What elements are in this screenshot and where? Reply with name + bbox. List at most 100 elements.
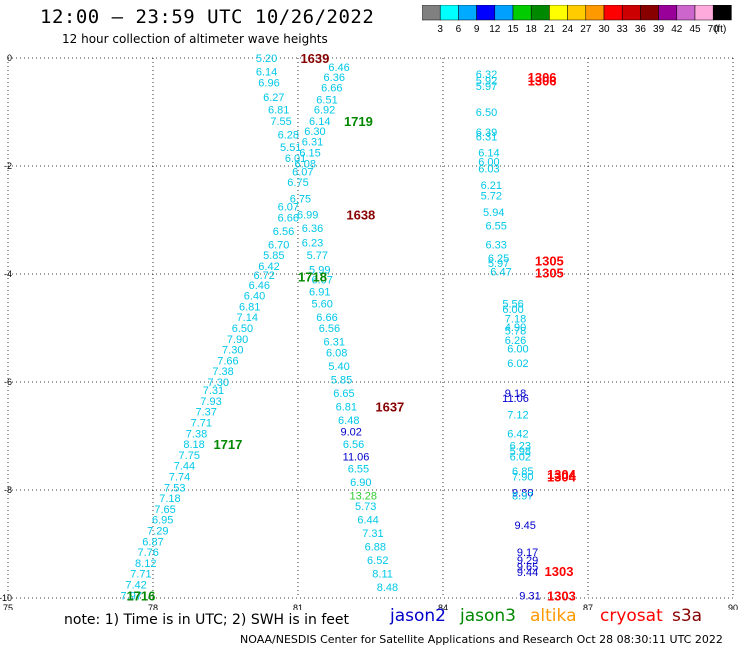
wave-height-value: 5.99: [309, 265, 330, 277]
wave-height-value: 6.50: [232, 323, 253, 335]
wave-height-value: 7.31: [203, 385, 224, 397]
wave-height-value: 6.07: [292, 166, 313, 178]
wave-height-value: 9.45: [514, 520, 535, 532]
track-time-label: 1638: [346, 208, 375, 223]
wave-height-value: 5.98: [510, 446, 531, 458]
wave-height-value: 6.00: [507, 344, 528, 356]
wave-height-value: 5.20: [256, 53, 277, 65]
scale-tick-label: 18: [526, 24, 538, 35]
scale-tick-label: 24: [562, 24, 574, 35]
scale-unit-label: (ft): [714, 24, 726, 35]
scale-tick-label: 21: [544, 24, 556, 35]
wave-height-value: 6.55: [348, 463, 369, 475]
wave-height-value: 9.44: [517, 567, 538, 579]
wave-height-plot: 75 78 81 84 87 90 0 -2 -4 -6 -8 -10 5.20 6.46 6.14 6.36…: [0, 51, 738, 610]
wave-height-value: 6.88: [365, 542, 386, 554]
wave-height-value: 6.08: [326, 347, 347, 359]
wave-height-value: 6.72: [253, 270, 274, 282]
wave-height-value: 7.75: [179, 450, 200, 462]
wave-height-value: 6.50: [476, 107, 497, 119]
wave-height-value: 6.14: [256, 67, 277, 79]
wave-height-value: 7.42: [125, 580, 146, 592]
scale-swatch: [712, 5, 732, 21]
satellite-label-jason2: jason2: [390, 606, 446, 626]
wave-height-value: 6.66: [321, 83, 342, 95]
wave-height-value: 6.33: [485, 239, 506, 251]
wave-height-value: 6.75: [290, 193, 311, 205]
wave-height-value: 6.21: [481, 180, 502, 192]
track-time-label: 1718: [298, 270, 327, 285]
wave-height-value: 6.23: [510, 441, 531, 453]
wave-height-value: 6.96: [258, 77, 279, 89]
wave-height-value: 7.74: [169, 472, 190, 484]
footer-note: note: 1) Time is in UTC; 2) SWH is in fe…: [64, 612, 350, 628]
track-time-label: 1716: [126, 588, 155, 603]
satellite-label-altika: altika: [530, 606, 577, 626]
wave-height-value: 5.77: [307, 250, 328, 262]
wave-height-value: 6.03: [478, 164, 499, 176]
color-scale-legend: 3 6 9 12 15 18 21 24 27 30 33 36 39 42 45 70(ft): [422, 5, 732, 35]
x-tick-label: 81: [293, 603, 303, 610]
wave-height-value: 5.51: [280, 142, 301, 154]
scale-tick-label: 42: [671, 24, 683, 35]
wave-height-value: 4.90: [505, 322, 526, 334]
wave-height-value: 8.97: [512, 490, 533, 502]
track-time-label: 1637: [375, 399, 404, 414]
y-tick-label: -6: [4, 377, 12, 387]
wave-height-value: 5.94: [483, 207, 504, 219]
wave-height-value: 6.44: [357, 515, 378, 527]
wave-height-value: 6.36: [324, 72, 345, 84]
track-time-label: 1719: [344, 114, 373, 129]
wave-height-value: 7.37: [195, 407, 216, 419]
scale-tick-label: 9: [474, 24, 480, 35]
y-tick-label: 0: [7, 53, 12, 63]
wave-height-value: 6.47: [490, 266, 511, 278]
wave-height-value: 6.56: [319, 323, 340, 335]
chart-title: 12:00 – 23:59 UTC 10/26/2022: [40, 6, 375, 28]
x-tick-label: 75: [3, 603, 13, 610]
wave-height-value: 11.06: [502, 393, 529, 405]
wave-height-value: 7.44: [174, 461, 195, 473]
wave-height-value: 6.42: [507, 428, 528, 440]
scale-tick-label: 39: [653, 24, 665, 35]
wave-height-value: 6.08: [295, 158, 316, 170]
wave-height-value: 7.31: [362, 528, 383, 540]
wave-height-value: 6.23: [302, 238, 323, 250]
wave-height-value: 6.81: [268, 104, 289, 116]
wave-height-value: 6.56: [273, 226, 294, 238]
wave-height-value: 6.36: [302, 223, 323, 235]
wave-height-value: 6.40: [244, 291, 265, 303]
wave-height-value: 5.97: [476, 81, 497, 93]
wave-height-value: 7.71: [191, 418, 212, 430]
wave-height-value: 6.46: [249, 280, 270, 292]
wave-height-value: 7.30: [208, 377, 229, 389]
wave-height-value: 5.72: [481, 191, 502, 203]
wave-height-value: 7.29: [147, 526, 168, 538]
satellite-label-cryosat: cryosat: [600, 606, 663, 626]
wave-height-value: 5.60: [311, 299, 332, 311]
wave-height-value: 8.11: [372, 569, 393, 581]
wave-height-value: 5.40: [328, 361, 349, 373]
wave-height-value: 6.46: [328, 62, 349, 74]
chart-subtitle: 12 hour collection of altimeter wave hei…: [62, 32, 328, 46]
wave-height-value: 6.90: [350, 477, 371, 489]
wave-height-value: 6.14: [478, 148, 499, 160]
wave-height-value: 6.66: [316, 312, 337, 324]
scale-tick-label: 3: [437, 24, 443, 35]
scale-tick-label: 70: [708, 24, 720, 35]
wave-height-value: 7.97: [121, 590, 142, 602]
wave-height-value: 6.00: [478, 157, 499, 169]
wave-height-value: 6.32: [476, 69, 497, 81]
wave-height-value: 7.76: [137, 547, 158, 559]
wave-height-value: 6.15: [299, 148, 320, 160]
wave-height-value: 6.87: [142, 536, 163, 548]
y-tick-label: -4: [4, 269, 12, 279]
scale-tick-label: 12: [489, 24, 501, 35]
wave-height-value: 6.14: [309, 116, 330, 128]
wave-height-value: 5.56: [502, 299, 523, 311]
wave-height-value: 6.00: [502, 304, 523, 316]
wave-height-value: 6.99: [297, 210, 318, 222]
track-time-label: 1305: [535, 265, 564, 280]
x-tick-label: 84: [438, 603, 448, 610]
wave-height-value: 6.52: [367, 555, 388, 567]
